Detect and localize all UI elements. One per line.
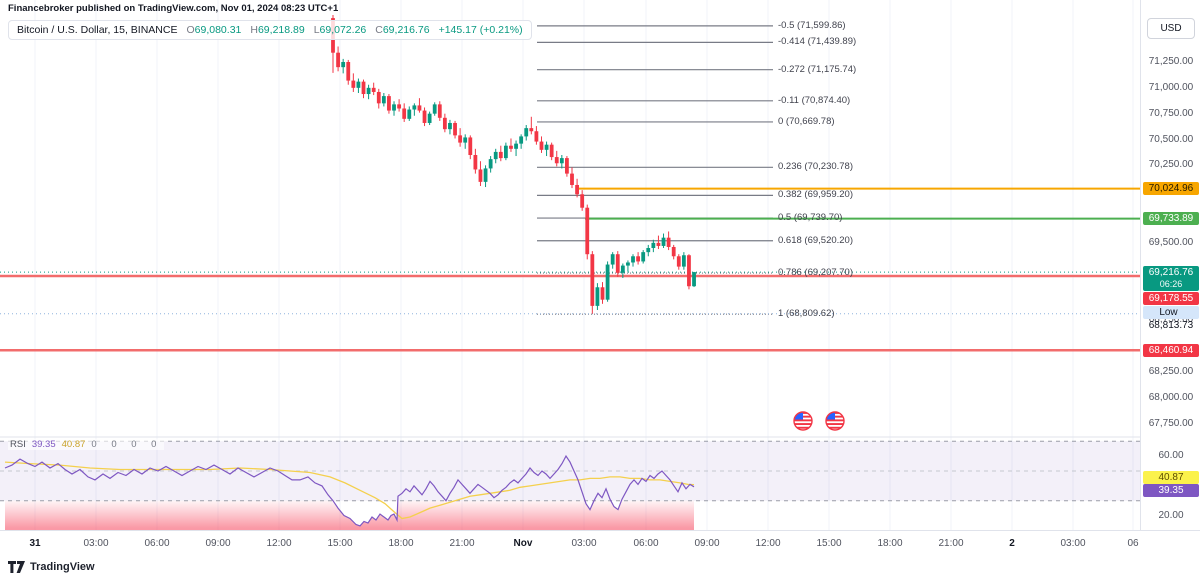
time-axis-label: 18:00 [388, 538, 414, 549]
time-axis-label: 06 [1127, 538, 1139, 549]
price-axis-label: 70,750.00 [1148, 107, 1194, 119]
time-axis-label: 06:00 [633, 538, 659, 549]
last-price-badge: 69,216.76 06:26 [1143, 265, 1199, 291]
low-label-badge: Low 68,813.73 [1143, 305, 1199, 331]
publisher-line: Financebroker published on TradingView.c… [8, 3, 339, 14]
rsi-name: RSI [10, 439, 26, 450]
rsi-axis-label: 60.00 [1158, 450, 1184, 462]
high-value: 69,218.89 [257, 24, 305, 36]
price-axis-label: 70,250.00 [1148, 159, 1194, 171]
time-axis-label: 09:00 [205, 538, 231, 549]
high-label: H [250, 24, 258, 36]
countdown-timer: 06:26 [1159, 278, 1183, 289]
green-line-price-badge: 69,733.89 [1143, 212, 1199, 226]
fib-label-0: 0 (70,669.78) [778, 115, 835, 127]
rsi-ma-value-badge: 40.87 [1143, 470, 1199, 484]
symbol-title: Bitcoin / U.S. Dollar, 15, BINANCE [17, 24, 178, 36]
price-axis-label: 71,000.00 [1148, 81, 1194, 93]
time-axis-label: 18:00 [877, 538, 903, 549]
time-axis-label: 21:00 [938, 538, 964, 549]
time-axis-label: 15:00 [816, 538, 842, 549]
us-economic-event-flag[interactable] [825, 411, 845, 431]
tradingview-logo-text[interactable]: TradingView [30, 561, 95, 573]
open-value: 69,080.31 [194, 24, 242, 36]
orange-line-price-badge: 70,024.96 [1143, 182, 1199, 196]
fib-label-0.786: 0.786 (69,207.70) [778, 267, 854, 279]
currency-toggle-button[interactable]: USD [1147, 18, 1195, 39]
time-axis-label: 2 [1009, 538, 1015, 549]
footer-bar: TradingView [0, 556, 1200, 578]
fib-label--0.5: -0.5 (71,599.86) [778, 19, 846, 31]
fib-label-0.382: 0.382 (69,959.20) [778, 189, 854, 201]
price-axis-label: 68,750.00 [1141, 314, 1200, 325]
close-value: 69,216.76 [382, 24, 430, 36]
change-value: +145.17 (+0.21%) [438, 24, 523, 36]
time-axis-label: 31 [29, 538, 41, 549]
price-axis-label: 71,250.00 [1148, 56, 1194, 67]
time-axis-label: 03:00 [571, 538, 597, 549]
rsi-oversold-fill [5, 500, 694, 530]
fib-label--0.11: -0.11 (70,874.40) [778, 94, 851, 106]
time-axis[interactable]: 31 03:00 06:00 09:00 12:00 15:00 18:00 21:00 Nov… [0, 530, 1200, 557]
time-axis-label: 09:00 [694, 538, 720, 549]
close-label: C [375, 24, 383, 36]
red-line-price-1-badge: 69,178.55 [1143, 291, 1199, 305]
rsi-axis-label: 20.00 [1158, 509, 1184, 521]
fib-label-0.236: 0.236 (70,230.78) [778, 161, 854, 173]
fib-label--0.414: -0.414 (71,439.89) [778, 36, 857, 48]
fib-label-1: 1 (68,809.62) [778, 308, 835, 320]
price-axis-label: 67,750.00 [1148, 417, 1194, 429]
price-axis-label: 68,000.00 [1148, 391, 1194, 403]
fib-label-0.618: 0.618 (69,520.20) [778, 234, 854, 246]
rsi-extra-values: 0 0 0 0 [91, 439, 163, 450]
rsi-line [4, 454, 695, 527]
fib-label-0.5: 0.5 (69,739.70) [778, 212, 843, 224]
horizontal-price-lines[interactable] [0, 187, 1140, 352]
time-axis-label: 06:00 [144, 538, 170, 549]
time-axis-label: 15:00 [327, 538, 353, 549]
price-axis-label: 69,500.00 [1148, 236, 1194, 248]
time-axis-label: Nov [513, 538, 533, 549]
open-label: O [186, 24, 195, 36]
red-line-price-2-badge: 68,460.94 [1143, 343, 1199, 357]
rsi-value-badge: 39.35 [1143, 484, 1199, 497]
candlestick-series [331, 14, 696, 314]
time-axis-label: 12:00 [266, 538, 292, 549]
price-axis[interactable]: USD 71,250.00 71,000.00 70,750.00 70,500.00… [1140, 0, 1200, 530]
low-value: 69,072.26 [319, 24, 367, 36]
rsi-indicator-legend[interactable]: RSI 39.35 40.87 0 0 0 0 [8, 439, 165, 450]
symbol-legend[interactable]: Bitcoin / U.S. Dollar, 15, BINANCE O69,0… [8, 20, 532, 40]
time-axis-label: 03:00 [1060, 538, 1086, 549]
rsi-ma-line [4, 461, 695, 520]
low-label: L [313, 24, 320, 36]
price-axis-label: 68,250.00 [1148, 366, 1194, 377]
rsi-ma-value: 40.87 [61, 439, 86, 450]
us-economic-event-flag[interactable] [793, 411, 813, 431]
chart-canvas[interactable] [0, 0, 1140, 530]
price-axis-label: 70,500.00 [1148, 133, 1194, 145]
rsi-current-value: 39.35 [31, 439, 56, 450]
tradingview-logo-icon[interactable] [8, 560, 25, 574]
fib-label--0.272: -0.272 (71,175.74) [778, 63, 857, 75]
time-axis-label: 12:00 [755, 538, 781, 549]
time-axis-label: 03:00 [83, 538, 109, 549]
time-axis-label: 21:00 [449, 538, 475, 549]
